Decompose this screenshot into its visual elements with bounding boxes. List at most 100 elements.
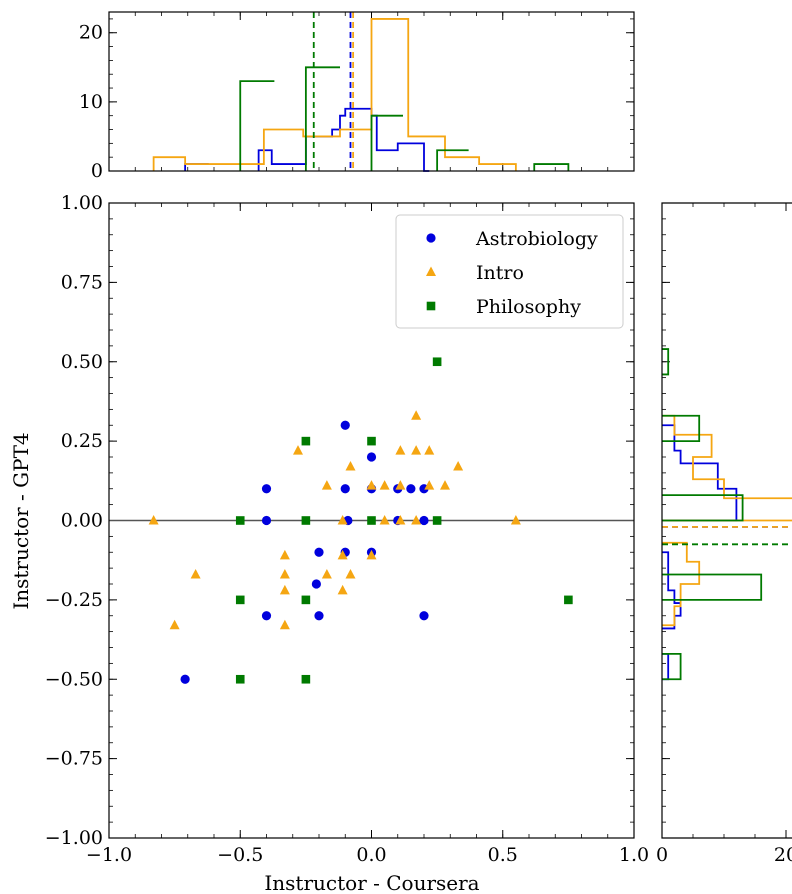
top-histogram-panel: 0 10 20 bbox=[79, 11, 635, 182]
x-tick-label: 0.5 bbox=[488, 844, 518, 866]
intro-point bbox=[279, 568, 290, 579]
main-plot-frame bbox=[108, 202, 635, 839]
right-x-tick-label: 20 bbox=[774, 844, 792, 866]
top-y-tick-label: 10 bbox=[79, 91, 103, 113]
right-histogram-philosophy bbox=[662, 348, 763, 681]
y-tick-label: −0.25 bbox=[45, 589, 103, 611]
x-tick-label: 1.0 bbox=[619, 844, 649, 866]
intro-point bbox=[424, 445, 435, 455]
astrobiology-point bbox=[311, 579, 321, 589]
legend-label-philosophy: Philosophy bbox=[476, 296, 581, 318]
astrobiology-point bbox=[261, 484, 272, 494]
intro-point bbox=[169, 619, 180, 630]
intro-point bbox=[279, 549, 290, 560]
intro-point bbox=[510, 515, 521, 525]
legend-marker-philosophy bbox=[426, 301, 436, 311]
astrobiology-point bbox=[314, 547, 324, 557]
philosophy-point bbox=[301, 516, 311, 525]
y-axis-label: Instructor - GPT4 bbox=[9, 432, 33, 609]
astrobiology-point bbox=[180, 674, 190, 684]
x-tick-label: −0.5 bbox=[217, 844, 263, 866]
philosophy-point bbox=[235, 595, 245, 605]
main-scatter-panel: −1.0 −0.5 0.0 0.5 1.0 1.00 0.75 0.50 0.25 0.00 −0.… bbox=[45, 192, 649, 866]
legend-label-intro: Intro bbox=[476, 262, 524, 284]
intro-point bbox=[366, 480, 377, 490]
y-tick-label: 0.00 bbox=[61, 510, 103, 532]
philosophy-point bbox=[235, 674, 245, 684]
intro-point bbox=[293, 445, 303, 455]
intro-point bbox=[337, 584, 348, 595]
intro-point bbox=[395, 480, 406, 490]
philosophy-point bbox=[564, 595, 573, 605]
intro-point bbox=[279, 584, 290, 595]
astrobiology-point bbox=[314, 611, 324, 621]
top-plot-frame bbox=[108, 11, 635, 172]
intro-point bbox=[440, 480, 450, 490]
right-histogram-astrobiology bbox=[662, 424, 738, 681]
intro-point bbox=[345, 461, 356, 471]
philosophy-point bbox=[432, 357, 442, 367]
intro-point bbox=[411, 410, 422, 420]
philosophy-point bbox=[301, 595, 311, 605]
astrobiology-point bbox=[419, 611, 429, 621]
astrobiology-point bbox=[340, 484, 350, 494]
right-x-tick-label: 0 bbox=[656, 844, 668, 866]
intro-point bbox=[279, 619, 290, 630]
intro-point bbox=[345, 568, 356, 579]
philosophy-point bbox=[301, 674, 311, 684]
philosophy-point bbox=[432, 516, 442, 525]
right-plot-frame bbox=[661, 202, 792, 839]
y-tick-label: 0.50 bbox=[61, 351, 103, 373]
intro-point bbox=[424, 480, 435, 490]
y-tick-label: −0.75 bbox=[45, 748, 103, 770]
y-tick-label: −1.00 bbox=[45, 827, 103, 849]
y-tick-label: 0.75 bbox=[61, 271, 103, 293]
legend-marker-intro bbox=[426, 266, 436, 276]
y-tick-label: 0.25 bbox=[61, 430, 103, 452]
intro-point bbox=[321, 568, 332, 579]
intro-point bbox=[337, 515, 348, 525]
intro-point bbox=[395, 445, 406, 455]
legend-label-astrobiology: Astrobiology bbox=[475, 228, 598, 250]
intro-point bbox=[190, 568, 201, 579]
x-axis-label: Instructor - Coursera bbox=[264, 871, 479, 894]
philosophy-point bbox=[301, 436, 311, 446]
top-histogram-intro bbox=[152, 18, 517, 171]
top-y-tick-label: 0 bbox=[91, 160, 103, 182]
astrobiology-point bbox=[419, 515, 429, 526]
astrobiology-point bbox=[261, 515, 272, 526]
astrobiology-point bbox=[366, 452, 377, 462]
top-y-tick-label: 20 bbox=[79, 22, 103, 44]
intro-point bbox=[337, 549, 348, 560]
top-histogram-philosophy bbox=[239, 66, 570, 171]
intro-point bbox=[321, 480, 332, 490]
legend: Astrobiology Intro Philosophy bbox=[395, 214, 624, 329]
astrobiology-point bbox=[340, 420, 350, 430]
series-philosophy bbox=[235, 357, 573, 684]
intro-point bbox=[395, 515, 406, 525]
series-astrobiology bbox=[180, 420, 429, 684]
right-histogram-intro bbox=[662, 414, 792, 627]
intro-point bbox=[148, 515, 159, 525]
legend-marker-astrobiology bbox=[426, 233, 436, 243]
philosophy-point bbox=[367, 516, 376, 525]
x-tick-label: 0.0 bbox=[356, 844, 386, 866]
series-intro bbox=[148, 410, 521, 630]
x-tick-label: −1.0 bbox=[86, 844, 132, 866]
top-histogram-astrobiology bbox=[184, 107, 430, 172]
intro-point bbox=[411, 515, 422, 525]
y-tick-label: 1.00 bbox=[61, 192, 103, 214]
intro-point bbox=[366, 549, 377, 560]
philosophy-point bbox=[367, 436, 376, 446]
philosophy-point bbox=[235, 516, 245, 525]
intro-point bbox=[453, 461, 464, 471]
right-histogram-panel: 0 20 bbox=[656, 202, 792, 866]
intro-point bbox=[379, 515, 390, 525]
astrobiology-point bbox=[261, 611, 272, 621]
intro-point bbox=[379, 480, 390, 490]
intro-point bbox=[411, 445, 422, 455]
legend-box bbox=[395, 214, 624, 329]
y-tick-label: −0.50 bbox=[45, 668, 103, 690]
astrobiology-point bbox=[406, 484, 416, 494]
